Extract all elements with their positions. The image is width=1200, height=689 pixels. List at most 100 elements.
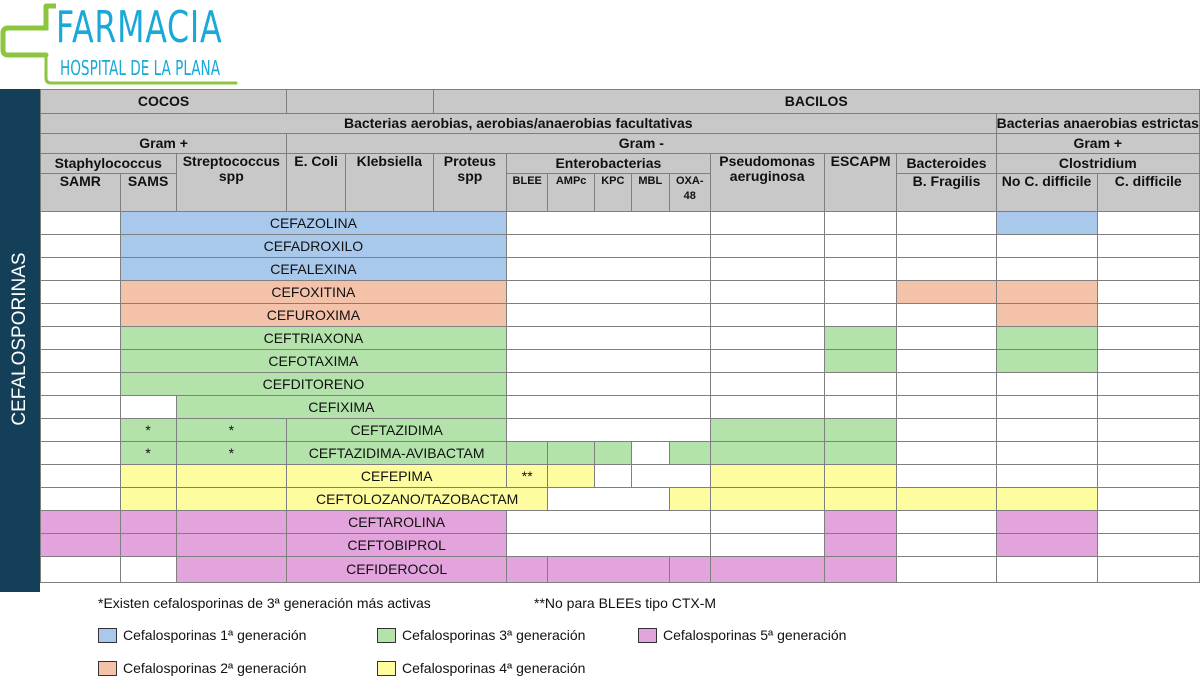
cell	[1096, 326, 1200, 350]
cell	[709, 395, 825, 419]
cell	[995, 556, 1098, 583]
cell	[119, 395, 177, 419]
header-kpc: KPC	[594, 173, 632, 212]
cell	[506, 326, 711, 350]
header-gram-positive: Gram +	[39, 133, 288, 154]
header-klebsiella: Klebsiella	[345, 153, 434, 212]
header-cdifficile: C. difficile	[1096, 173, 1200, 212]
cell	[995, 234, 1098, 258]
header-anaerobias: Bacterias anaerobias estrictas	[995, 113, 1200, 134]
cell	[709, 303, 825, 327]
coverage-cell	[175, 533, 288, 557]
cell	[1096, 349, 1200, 373]
coverage-cell	[547, 556, 670, 583]
cell	[995, 464, 1098, 488]
footnote-mark-cell: *	[175, 418, 288, 442]
cell	[1096, 487, 1200, 511]
table-row: CEFADROXILO	[40, 234, 1200, 258]
coverage-cell	[823, 441, 898, 465]
cell	[1096, 303, 1200, 327]
drug-cell: CEFIXIMA	[175, 395, 508, 419]
drug-cell: CEFTAROLINA	[286, 510, 508, 534]
header-clostridium: Clostridium	[995, 153, 1200, 174]
coverage-cell	[823, 464, 898, 488]
coverage-cell	[175, 487, 288, 511]
cell	[630, 441, 670, 465]
cell	[506, 303, 711, 327]
coverage-cell	[995, 510, 1098, 534]
cell	[896, 349, 997, 373]
table-row: * * CEFTAZIDIMA-AVIBACTAM	[40, 441, 1200, 465]
coverage-cell	[995, 211, 1098, 235]
cell	[896, 533, 997, 557]
cell	[823, 303, 898, 327]
legend-item-gen4: Cefalosporinas 4ª generación	[377, 660, 585, 676]
drug-cell: CEFTAZIDIMA-AVIBACTAM	[286, 441, 508, 465]
drug-cell: CEFTRIAXONA	[119, 326, 508, 350]
coverage-cell	[668, 556, 711, 583]
cell	[995, 257, 1098, 281]
cell	[40, 487, 121, 511]
cell	[40, 372, 121, 396]
drug-cell: CEFAZOLINA	[119, 211, 508, 235]
cell	[40, 211, 121, 235]
table-row: CEFTAROLINA	[40, 510, 1200, 534]
cell	[1096, 533, 1200, 557]
coverage-cell	[823, 326, 898, 350]
header-sams: SAMS	[119, 173, 177, 212]
cell	[1096, 211, 1200, 235]
cell	[995, 418, 1098, 442]
coverage-cell	[175, 556, 288, 583]
cell	[896, 510, 997, 534]
header-ecoli: E. Coli	[286, 153, 347, 212]
cell	[1096, 257, 1200, 281]
coverage-cell	[823, 510, 898, 534]
coverage-cell	[668, 487, 711, 511]
cell	[896, 372, 997, 396]
table-row: CEFDITORENO	[40, 372, 1200, 396]
cell	[896, 395, 997, 419]
cell	[823, 372, 898, 396]
header-row-5: SAMR SAMS BLEE AMPc KPC MBL OXA-48 B. Fr…	[40, 173, 1200, 212]
pharmacy-logo: FARMACIA HOSPITAL DE LA PLANA	[0, 0, 240, 86]
cell	[1096, 510, 1200, 534]
cephalosporin-spectrum-table: COCOS BACILOS Bacterias aerobias, aerobi…	[39, 89, 1200, 583]
header-row-1: COCOS BACILOS	[39, 89, 1200, 114]
legend-swatch	[377, 660, 396, 676]
cell	[823, 280, 898, 304]
cell	[709, 280, 825, 304]
cell	[594, 464, 632, 488]
header-pseudomonas: Pseudomonas aeruginosa	[709, 153, 825, 212]
coverage-cell	[547, 464, 596, 488]
category-sidebar: CEFALOSPORINAS	[0, 89, 40, 592]
cell	[40, 326, 121, 350]
cell	[709, 510, 825, 534]
cell	[506, 280, 711, 304]
table-row: CEFTOLOZANO/TAZOBACTAM	[40, 487, 1200, 511]
coverage-cell	[506, 441, 549, 465]
legend-item-gen2: Cefalosporinas 2ª generación	[98, 660, 306, 676]
header-blee: BLEE	[506, 173, 549, 212]
coverage-cell	[40, 510, 121, 534]
cell	[40, 280, 121, 304]
coverage-cell	[823, 349, 898, 373]
cell	[506, 510, 711, 534]
cell	[896, 211, 997, 235]
cell	[995, 395, 1098, 419]
legend-item-gen5: Cefalosporinas 5ª generación	[638, 627, 846, 643]
legend-item-gen3: Cefalosporinas 3ª generación	[377, 627, 585, 643]
coverage-cell	[119, 487, 177, 511]
coverage-cell	[995, 326, 1098, 350]
coverage-cell	[709, 487, 825, 511]
legend-label: Cefalosporinas 4ª generación	[402, 660, 586, 676]
cell	[506, 372, 711, 396]
header-enterobacterias: Enterobacterias	[506, 153, 711, 174]
coverage-cell	[823, 533, 898, 557]
header-bacilos: BACILOS	[432, 89, 1200, 114]
coverage-cell	[547, 441, 596, 465]
cell	[506, 418, 711, 442]
header-aerobias: Bacterias aerobias, aerobias/anaerobias …	[40, 113, 997, 134]
coverage-cell	[709, 556, 825, 583]
cell	[823, 211, 898, 235]
table-row: CEFAZOLINA	[40, 211, 1200, 235]
